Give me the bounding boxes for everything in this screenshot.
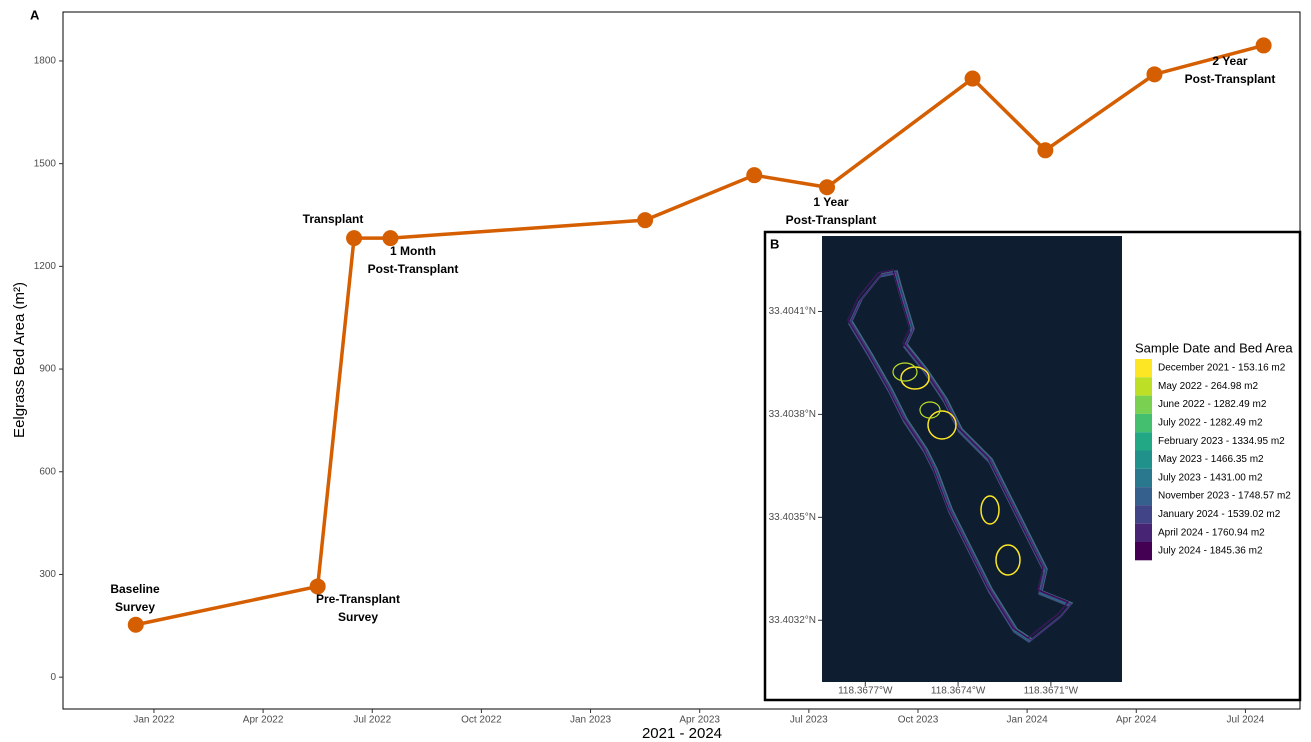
x-tick-label: Jan 2024: [1007, 715, 1049, 726]
legend-label: November 2023 - 1748.57 m2: [1158, 491, 1291, 502]
x-tick-label: Apr 2022: [243, 715, 284, 726]
legend-swatch: [1135, 451, 1152, 469]
legend-label: February 2023 - 1334.95 m2: [1158, 436, 1285, 447]
chart: A 2021 - 2024 Eelgrass Bed Area (m²) 0 30…: [0, 0, 1311, 742]
annotation: 2 Year: [1212, 54, 1247, 68]
legend-swatch: [1135, 487, 1152, 505]
y-tick-label: 900: [39, 364, 56, 375]
x-tick-label: Jul 2022: [353, 715, 391, 726]
legend-label: December 2021 - 153.16 m2: [1158, 363, 1286, 374]
x-tick-label: Oct 2022: [461, 715, 502, 726]
x-tick-label: Jul 2024: [1227, 715, 1265, 726]
legend-label: April 2024 - 1760.94 m2: [1158, 527, 1265, 538]
data-point: [1146, 66, 1162, 82]
map-y-tick-label: 33.4035°N: [769, 512, 816, 523]
annotation: Transplant: [303, 212, 364, 226]
x-tick-label: Apr 2024: [1116, 715, 1157, 726]
map-x-tick-label: 118.3671°W: [1024, 686, 1079, 697]
annotation: Survey: [338, 610, 378, 624]
legend-swatch: [1135, 359, 1152, 377]
legend-swatch: [1135, 414, 1152, 432]
legend-swatch: [1135, 396, 1152, 414]
annotation: Post-Transplant: [1185, 72, 1276, 86]
legend-label: July 2022 - 1282.49 m2: [1158, 418, 1263, 429]
y-tick-label: 0: [50, 672, 56, 683]
legend-label: January 2024 - 1539.02 m2: [1158, 509, 1281, 520]
map-y-tick-label: 33.4032°N: [769, 615, 816, 626]
x-axis-title: 2021 - 2024: [642, 725, 722, 742]
legend-swatch: [1135, 524, 1152, 542]
annotation: Pre-Transplant: [316, 592, 400, 606]
x-tick-label: Oct 2023: [898, 715, 939, 726]
y-axis-title: Eelgrass Bed Area (m²): [11, 282, 28, 438]
map-x-tick-label: 118.3674°W: [931, 686, 986, 697]
legend-label: May 2023 - 1466.35 m2: [1158, 454, 1264, 465]
annotation: Baseline: [110, 582, 160, 596]
map-x-tick-label: 118.3677°W: [838, 686, 893, 697]
data-point: [1256, 37, 1272, 53]
legend-label: June 2022 - 1282.49 m2: [1158, 399, 1267, 410]
x-tick-label: Apr 2023: [679, 715, 720, 726]
annotation: Post-Transplant: [368, 262, 459, 276]
data-point: [346, 230, 362, 246]
legend-title: Sample Date and Bed Area: [1135, 340, 1293, 355]
annotation: 1 Year: [813, 195, 848, 209]
map-y-tick-label: 33.4041°N: [769, 306, 816, 317]
data-point: [128, 617, 144, 633]
legend-swatch: [1135, 505, 1152, 523]
legend-swatch: [1135, 469, 1152, 487]
x-tick-label: Jan 2023: [570, 715, 612, 726]
x-tick-label: Jan 2022: [133, 715, 175, 726]
y-tick-label: 1500: [34, 158, 57, 169]
legend-label: May 2022 - 264.98 m2: [1158, 381, 1258, 392]
panel-label: A: [30, 7, 40, 22]
data-point: [965, 71, 981, 87]
data-point: [746, 167, 762, 183]
legend-swatch: [1135, 377, 1152, 395]
legend-label: July 2023 - 1431.00 m2: [1158, 472, 1263, 483]
y-tick-label: 600: [39, 466, 56, 477]
panel-label: B: [770, 236, 779, 251]
data-point: [1037, 142, 1053, 158]
satellite-image-shade: [822, 236, 1122, 682]
map-y-tick-label: 33.4038°N: [769, 409, 816, 420]
y-tick-label: 1800: [34, 56, 57, 67]
annotation: Survey: [115, 600, 155, 614]
x-tick-label: Jul 2023: [790, 715, 828, 726]
legend-label: July 2024 - 1845.36 m2: [1158, 546, 1263, 557]
data-point: [637, 212, 653, 228]
y-tick-label: 300: [39, 569, 56, 580]
annotation: 1 Month: [390, 244, 436, 258]
y-tick-label: 1200: [34, 261, 57, 272]
legend-swatch: [1135, 432, 1152, 450]
legend-swatch: [1135, 542, 1152, 560]
annotation: Post-Transplant: [786, 213, 877, 227]
data-point: [819, 179, 835, 195]
